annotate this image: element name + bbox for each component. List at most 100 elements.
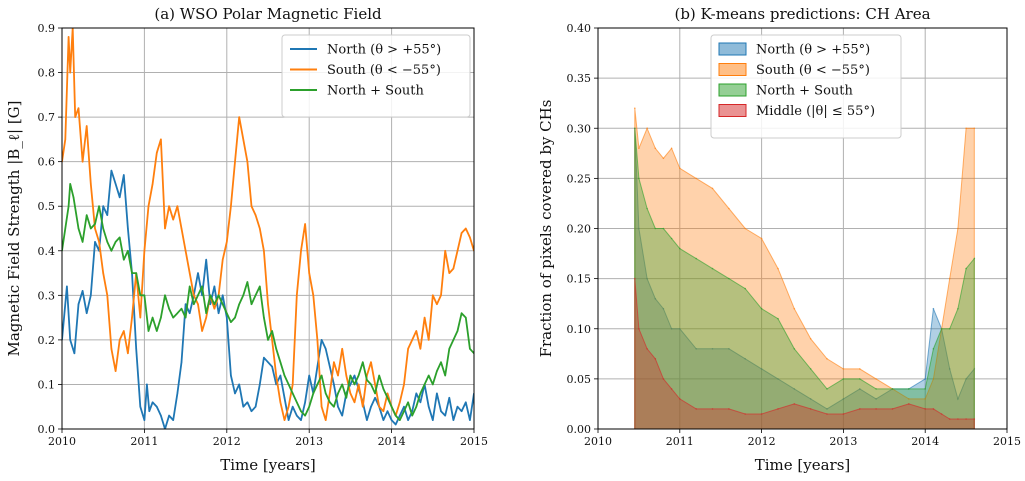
data-point (386, 410, 389, 413)
y-tick-label: 0.6 (38, 156, 56, 169)
data-point (378, 374, 381, 377)
data-point (139, 294, 142, 297)
data-point (826, 408, 828, 410)
data-point (205, 312, 207, 315)
data-point (329, 392, 331, 395)
data-point (246, 160, 249, 163)
chart-title: (a) WSO Polar Magnetic Field (154, 5, 382, 23)
data-point (382, 419, 385, 421)
data-point (234, 160, 236, 163)
data-point (670, 328, 673, 330)
data-point (304, 401, 306, 404)
data-point (106, 241, 109, 243)
y-tick-label: 0.4 (38, 245, 56, 258)
data-point (965, 267, 967, 270)
data-point (711, 408, 714, 410)
data-point (777, 378, 779, 380)
data-point (662, 227, 665, 230)
data-point (370, 383, 372, 386)
data-point (965, 418, 967, 420)
data-point (329, 365, 331, 368)
data-point (670, 388, 673, 390)
data-point (662, 307, 665, 310)
data-point (172, 218, 174, 221)
data-point (341, 414, 344, 417)
legend-swatch-4 (718, 104, 747, 117)
data-point (728, 408, 730, 410)
data-point (90, 183, 92, 185)
chart-title: (b) K-means predictions: CH Area (674, 5, 930, 23)
data-point (123, 258, 125, 261)
y-axis-label: Fraction of pixels covered by CHs (537, 100, 555, 358)
data-point (250, 205, 253, 207)
data-point (957, 398, 959, 400)
data-point (973, 418, 976, 420)
data-point (448, 397, 451, 399)
data-point (415, 405, 418, 408)
data-point (777, 317, 779, 320)
data-point (728, 277, 730, 280)
data-point (168, 205, 170, 207)
data-point (670, 147, 673, 150)
data-point (432, 419, 434, 421)
data-point (267, 339, 269, 341)
data-point (646, 277, 648, 280)
data-point (238, 383, 240, 386)
data-point (176, 205, 179, 207)
data-point (965, 127, 967, 130)
data-point (337, 374, 339, 377)
data-point (695, 408, 697, 410)
data-point (85, 312, 88, 315)
data-point (940, 413, 943, 415)
data-point (948, 368, 951, 370)
data-point (172, 419, 174, 421)
data-point (357, 374, 360, 377)
data-point (924, 398, 926, 400)
data-point (118, 196, 121, 199)
data-point (64, 227, 67, 230)
data-point (81, 290, 84, 292)
legend-box (710, 34, 902, 139)
data-point (948, 277, 951, 280)
data-point (94, 227, 96, 230)
data-point (744, 287, 746, 290)
data-point (932, 378, 935, 380)
data-point (362, 361, 364, 364)
data-point (226, 316, 228, 319)
data-point (357, 383, 360, 386)
data-point (324, 348, 327, 350)
data-point (221, 303, 224, 306)
data-point (160, 138, 162, 141)
legend-box (281, 34, 471, 118)
y-tick-label: 0.5 (38, 200, 56, 213)
data-point (234, 392, 236, 395)
data-point (382, 388, 385, 390)
data-point (205, 258, 207, 261)
data-point (337, 405, 339, 408)
x-tick-label: 2013 (295, 435, 323, 448)
data-point (188, 312, 191, 315)
data-point (296, 294, 298, 297)
data-point (444, 414, 447, 417)
x-tick-label: 2014 (378, 435, 406, 448)
data-point (427, 405, 430, 408)
data-point (221, 258, 224, 261)
data-point (271, 339, 273, 341)
data-point (300, 410, 302, 413)
data-point (793, 403, 796, 405)
data-point (842, 398, 845, 400)
data-point (460, 410, 463, 413)
data-point (333, 405, 335, 408)
data-point (634, 277, 636, 280)
legend-swatch-1 (718, 42, 747, 56)
data-point (151, 401, 154, 404)
data-point (324, 392, 327, 395)
data-point (85, 214, 88, 216)
data-point (432, 383, 434, 386)
data-point (114, 183, 117, 185)
data-point (291, 383, 294, 386)
data-point (711, 187, 714, 190)
x-tick-label: 2010 (584, 435, 612, 448)
data-point (452, 339, 455, 341)
